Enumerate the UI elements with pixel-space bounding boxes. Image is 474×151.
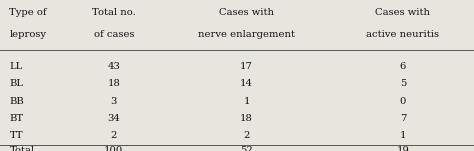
Text: Total no.: Total no.	[92, 8, 136, 17]
Text: 18: 18	[107, 79, 120, 88]
Text: BL: BL	[9, 79, 24, 88]
Text: 0: 0	[400, 97, 406, 106]
Text: BB: BB	[9, 97, 24, 106]
Text: 5: 5	[400, 79, 406, 88]
Text: TT: TT	[9, 131, 23, 140]
Text: 18: 18	[240, 114, 253, 123]
Text: 2: 2	[110, 131, 117, 140]
Text: 6: 6	[400, 62, 406, 71]
Text: nerve enlargement: nerve enlargement	[198, 30, 295, 39]
Text: 7: 7	[400, 114, 406, 123]
Text: Cases with: Cases with	[219, 8, 274, 17]
Text: of cases: of cases	[93, 30, 134, 39]
Text: LL: LL	[9, 62, 23, 71]
Text: 43: 43	[107, 62, 120, 71]
Text: 14: 14	[240, 79, 253, 88]
Text: 2: 2	[243, 131, 250, 140]
Text: active neuritis: active neuritis	[366, 30, 439, 39]
Text: 1: 1	[400, 131, 406, 140]
Text: Cases with: Cases with	[375, 8, 430, 17]
Text: 19: 19	[396, 146, 410, 151]
Text: 17: 17	[240, 62, 253, 71]
Text: 1: 1	[243, 97, 250, 106]
Text: 34: 34	[107, 114, 120, 123]
Text: BT: BT	[9, 114, 24, 123]
Text: leprosy: leprosy	[9, 30, 46, 39]
Text: 100: 100	[104, 146, 123, 151]
Text: Type of: Type of	[9, 8, 47, 17]
Text: 52: 52	[240, 146, 253, 151]
Text: 3: 3	[110, 97, 117, 106]
Text: Total: Total	[9, 146, 35, 151]
